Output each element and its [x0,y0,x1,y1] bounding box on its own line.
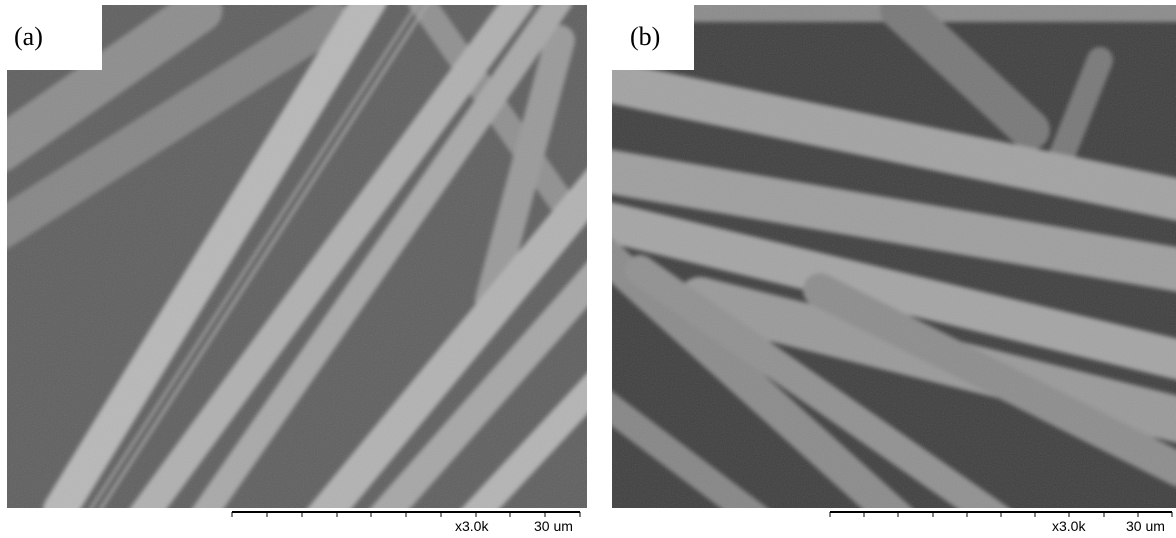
sem-image-b [600,5,1176,520]
sem-image-a [0,0,600,520]
panel-label: (a) [14,22,43,51]
figure: (a) (b) x3.0k 30 um [0,0,1176,538]
scale-text: 30 um [1126,518,1165,534]
scale-text: 30 um [534,518,573,534]
scale-bar: x3.0k 30 um [830,512,1172,534]
scale-bar: x3.0k 30 um [232,512,580,534]
panel-label: (b) [630,22,660,51]
magnification: x3.0k [1052,518,1086,534]
magnification: x3.0k [455,518,489,534]
